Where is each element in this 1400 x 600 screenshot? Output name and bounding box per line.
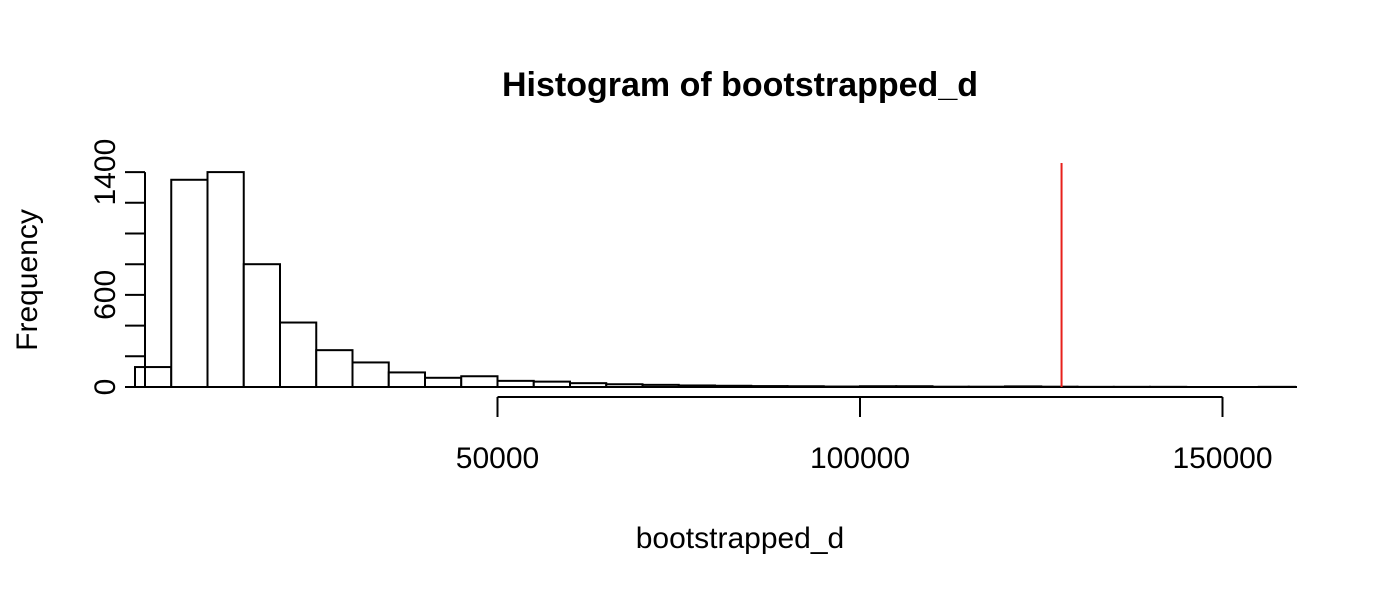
histogram-bar (206, 171, 245, 388)
histogram-bar (460, 375, 499, 388)
x-tick-label: 50000 (456, 442, 539, 475)
y-axis-label: Frequency (11, 209, 44, 351)
chart-title: Histogram of bootstrapped_d (502, 66, 978, 104)
y-tick-label: 600 (89, 270, 122, 320)
histogram-bar (351, 361, 390, 389)
histogram-bar (170, 178, 209, 388)
y-axis: 0 600 1400 (89, 139, 146, 396)
y-tick-label: 1400 (89, 139, 122, 206)
x-axis: 50000 100000 150000 (167, 386, 1297, 475)
histogram-bars (134, 171, 1296, 389)
histogram-bar (279, 321, 318, 388)
histogram-bar (387, 371, 426, 389)
x-tick-label: 100000 (810, 442, 910, 475)
histogram-bar (315, 349, 354, 389)
histogram-bar (424, 376, 463, 389)
histogram-bar (242, 263, 281, 389)
y-tick-label: 0 (89, 379, 122, 396)
x-tick-label: 150000 (1172, 442, 1272, 475)
histogram-bar (134, 366, 173, 388)
x-axis-label: bootstrapped_d (636, 522, 845, 555)
